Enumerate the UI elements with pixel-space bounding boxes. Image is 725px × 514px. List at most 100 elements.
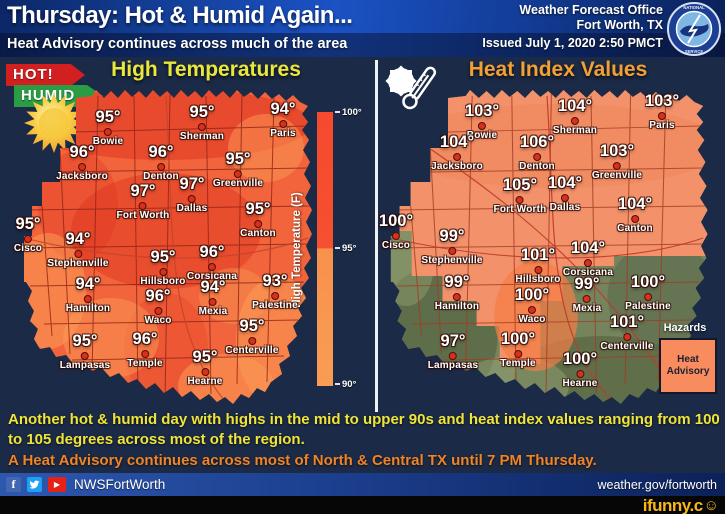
station-temp: 97° <box>440 332 466 350</box>
station-hearne: 95° Hearne <box>187 349 222 387</box>
city-marker-icon <box>391 231 400 240</box>
station-city-label: Paris <box>649 119 675 131</box>
station-city-label: Sherman <box>552 124 598 136</box>
station-greenville: 103° Greenville <box>592 143 642 181</box>
station-temp: 106° <box>519 133 555 151</box>
station-temp: 94° <box>75 275 101 293</box>
station-cisco: 100° Cisco <box>379 213 413 251</box>
station-temp: 103° <box>599 142 635 160</box>
station-temp: 96° <box>145 287 171 305</box>
city-marker-icon <box>197 122 206 131</box>
station-temp: 96° <box>132 330 158 348</box>
station-city-label: Cisco <box>13 242 43 254</box>
station-jacksboro: 104° Jacksboro <box>431 134 483 172</box>
summary-line1: Another hot & humid day with highs in th… <box>8 411 720 448</box>
station-temp: 95° <box>192 348 218 366</box>
station-canton: 104° Canton <box>617 196 653 234</box>
page-title: Thursday: Hot & Humid Again... <box>7 2 353 29</box>
station-city-label: Fort Worth <box>116 209 170 221</box>
station-city-label: Stephenville <box>421 254 483 266</box>
station-jacksboro: 96° Jacksboro <box>56 144 108 182</box>
station-temp: 95° <box>189 103 215 121</box>
city-marker-icon <box>532 152 541 161</box>
station-city-label: Temple <box>500 357 536 369</box>
station-temp: 97° <box>130 182 156 200</box>
hazards-legend: Hazards Heat Advisory <box>655 322 717 394</box>
station-hamilton: 94° Hamilton <box>66 276 110 314</box>
city-marker-icon <box>23 234 32 243</box>
colorbar-tick-95: 95° <box>335 243 356 254</box>
station-city-label: Greenville <box>591 169 643 181</box>
right-map-stations: 103° Bowie 104° Sherman 103° Paris 104° Jacksbo… <box>379 86 712 408</box>
station-lampasas: 95° Lampasas <box>60 333 111 371</box>
station-city-label: Mexia <box>572 302 602 314</box>
station-sherman: 95° Sherman <box>180 104 224 142</box>
station-city-label: Hearne <box>187 375 223 387</box>
station-greenville: 95° Greenville <box>213 151 263 189</box>
station-corsicana: 104° Corsicana <box>563 240 613 278</box>
city-marker-icon <box>138 201 147 210</box>
watermark-bar: ifunny.c ☺ <box>0 496 725 514</box>
station-city-label: Lampasas <box>59 359 111 371</box>
station-temp: 100° <box>514 286 550 304</box>
city-marker-icon <box>103 127 112 136</box>
station-waco: 100° Waco <box>515 287 549 325</box>
footer-bar: f ▶ NWSFortWorth weather.gov/fortworth <box>0 473 725 496</box>
station-hillsboro: 95° Hillsboro <box>140 249 185 287</box>
station-city-label: Bowie <box>466 129 498 141</box>
header-subtitle-band <box>0 33 725 57</box>
station-temp: 95° <box>15 215 41 233</box>
station-hillsboro: 101° Hillsboro <box>515 247 560 285</box>
city-marker-icon <box>74 249 82 258</box>
colorbar-gradient <box>317 112 333 386</box>
city-marker-icon <box>477 121 486 130</box>
ifunny-watermark: ifunny.c <box>642 495 703 514</box>
station-city-label: Hearne <box>562 377 598 389</box>
station-temp: 96° <box>199 243 225 261</box>
station-bowie: 103° Bowie <box>465 103 499 141</box>
station-temp: 104° <box>570 239 606 257</box>
city-marker-icon <box>452 292 461 301</box>
station-lampasas: 97° Lampasas <box>428 333 479 371</box>
station-stephenville: 99° Stephenville <box>421 228 482 266</box>
station-temp: 97° <box>179 175 205 193</box>
city-marker-icon <box>575 369 584 378</box>
station-stephenville: 94° Stephenville <box>47 231 108 269</box>
high-temperatures-map: 95° Bowie 95° Sherman 94° Paris 96° Jacksboro 96… <box>13 86 316 408</box>
forecast-summary: Another hot & humid day with highs in th… <box>8 410 720 471</box>
city-marker-icon <box>623 332 631 341</box>
header-subtitle: Heat Advisory continues across much of t… <box>7 36 348 52</box>
left-map-stations: 95° Bowie 95° Sherman 94° Paris 96° Jacksboro 96… <box>13 86 316 408</box>
city-marker-icon <box>279 119 287 128</box>
station-city-label: Corsicana <box>186 270 238 282</box>
station-canton: 95° Canton <box>240 201 276 239</box>
station-temp: 99° <box>439 227 465 245</box>
station-mexia: 99° Mexia <box>573 276 602 314</box>
station-temp: 94° <box>65 230 91 248</box>
station-city-label: Denton <box>143 170 179 182</box>
station-city-label: Canton <box>617 222 653 234</box>
left-map-title: High Temperatures <box>111 58 301 81</box>
station-waco: 96° Waco <box>144 288 171 326</box>
station-paris: 103° Paris <box>645 93 679 131</box>
station-city-label: Hamilton <box>65 302 111 314</box>
city-marker-icon <box>81 351 89 360</box>
station-temple: 100° Temple <box>500 331 535 369</box>
station-temp: 96° <box>148 143 174 161</box>
station-sherman: 104° Sherman <box>553 98 597 136</box>
city-marker-icon <box>448 246 456 255</box>
station-temp: 105° <box>502 176 538 194</box>
city-marker-icon <box>630 214 639 223</box>
station-city-label: Dallas <box>176 202 208 214</box>
heat-advisory-box: Heat Advisory <box>659 338 717 394</box>
station-city-label: Temple <box>127 357 163 369</box>
city-marker-icon <box>141 349 149 358</box>
city-marker-icon <box>452 152 461 161</box>
station-paris: 94° Paris <box>270 101 295 139</box>
hazards-label: Hazards <box>663 322 707 334</box>
station-corsicana: 96° Corsicana <box>187 244 237 282</box>
station-city-label: Stephenville <box>47 257 109 269</box>
header: Thursday: Hot & Humid Again... Heat Advi… <box>0 0 725 57</box>
station-hearne: 100° Hearne <box>562 351 597 389</box>
station-bowie: 95° Bowie <box>93 109 123 147</box>
